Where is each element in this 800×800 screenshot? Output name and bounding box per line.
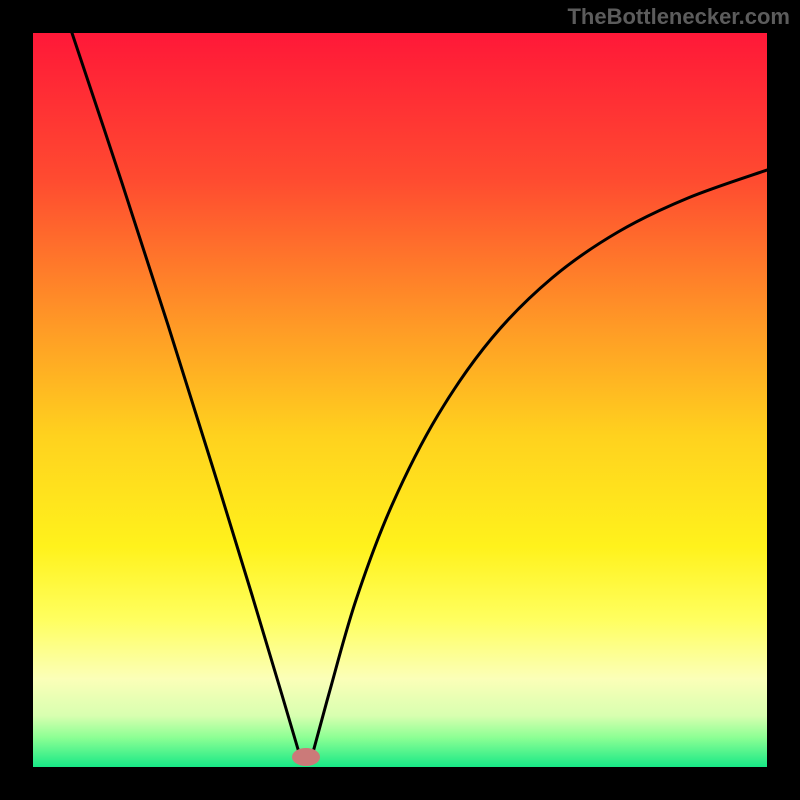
chart-canvas: TheBottlenecker.com [0,0,800,800]
optimal-point-marker [292,748,320,766]
curve-right-branch [312,170,767,756]
curve-left-branch [72,33,300,756]
watermark-text: TheBottlenecker.com [567,4,790,30]
bottleneck-curve [0,0,800,800]
